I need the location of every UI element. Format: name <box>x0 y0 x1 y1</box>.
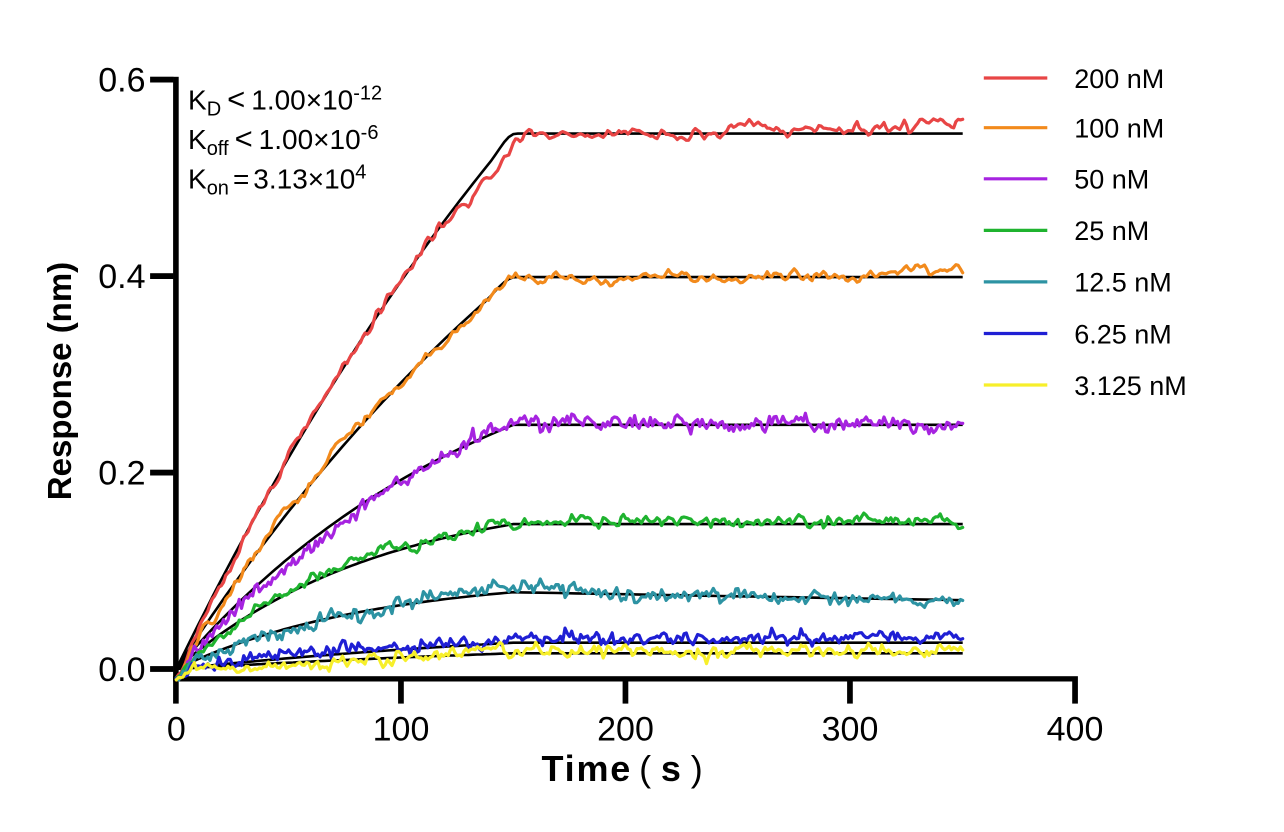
svg-text:25 nM: 25 nM <box>1074 216 1149 246</box>
svg-text:12.5 nM: 12.5 nM <box>1074 268 1172 298</box>
svg-text:50 nM: 50 nM <box>1074 165 1149 195</box>
svg-text:Time(s): Time(s) <box>542 748 705 789</box>
svg-text:200: 200 <box>597 711 654 749</box>
svg-text:0.0: 0.0 <box>98 651 145 689</box>
svg-text:3.125 nM: 3.125 nM <box>1074 371 1187 401</box>
svg-text:400: 400 <box>1047 711 1104 749</box>
svg-text:6.25 nM: 6.25 nM <box>1074 319 1172 349</box>
svg-text:200 nM: 200 nM <box>1074 64 1164 94</box>
svg-text:0: 0 <box>167 711 186 749</box>
svg-text:Response (nm): Response (nm) <box>41 262 78 500</box>
svg-text:100: 100 <box>373 711 430 749</box>
svg-text:0.4: 0.4 <box>98 258 145 296</box>
svg-text:100 nM: 100 nM <box>1074 114 1164 144</box>
svg-text:0.6: 0.6 <box>98 61 145 99</box>
svg-text:0.2: 0.2 <box>98 454 145 492</box>
svg-text:300: 300 <box>822 711 879 749</box>
